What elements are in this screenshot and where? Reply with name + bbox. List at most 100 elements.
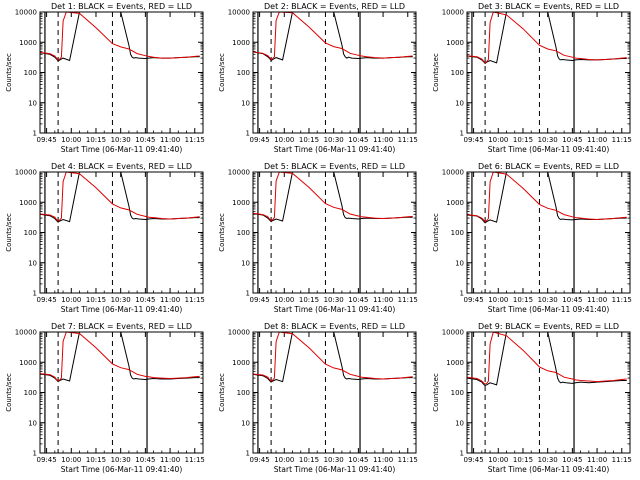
time-markers [44, 172, 148, 293]
x-axis-label: Start Time (06-Mar-11 09:41:40) [274, 465, 396, 474]
detector-panel-3: Det 3: BLACK = Events, RED = LLD Counts/s… [432, 2, 632, 154]
x-tick-label: 09:45 [463, 296, 483, 304]
x-tick-label: 10:45 [135, 296, 155, 304]
series-lld-line [467, 12, 627, 64]
x-axis-label: Start Time (06-Mar-11 09:41:40) [488, 305, 610, 314]
x-tick-label: 11:00 [587, 136, 607, 144]
x-tick-label: 09:45 [36, 136, 56, 144]
x-tick-label: 10:45 [348, 456, 368, 464]
x-tick-label: 10:45 [135, 456, 155, 464]
y-tick-label: 1000 [232, 199, 250, 207]
y-axis-label: Counts/sec [218, 373, 226, 412]
x-tick-label: 11:00 [160, 136, 180, 144]
plot-frame [39, 171, 204, 294]
time-markers [44, 12, 148, 133]
time-markers [471, 12, 575, 133]
y-axis-label: Counts/sec [432, 213, 440, 252]
series-lines [40, 332, 200, 383]
detector-panel-2: Det 2: BLACK = Events, RED = LLD Counts/s… [218, 2, 418, 154]
y-tick-label: 10 [455, 259, 464, 267]
y-tick-label: 10000 [442, 329, 464, 337]
panel-title: Det 3: BLACK = Events, RED = LLD [478, 2, 619, 11]
plot-frame [252, 11, 417, 134]
panel-title: Det 4: BLACK = Events, RED = LLD [51, 162, 192, 171]
series-lld-line [467, 172, 627, 223]
plot-frame [39, 11, 204, 134]
y-tick-label: 10000 [15, 169, 37, 177]
x-axis-label: Start Time (06-Mar-11 09:41:40) [61, 145, 183, 154]
y-tick-label: 1000 [19, 39, 37, 47]
series-events-line [40, 332, 200, 383]
x-tick-label: 10:00 [274, 296, 294, 304]
y-tick-label: 10 [241, 259, 250, 267]
x-tick-label: 10:45 [562, 456, 582, 464]
plot-frame [466, 331, 631, 454]
x-tick-label: 11:15 [185, 296, 205, 304]
y-axis-label: Counts/sec [5, 213, 13, 252]
x-tick-label: 11:00 [160, 456, 180, 464]
x-tick-label: 09:45 [36, 296, 56, 304]
y-tick-label: 10000 [442, 9, 464, 17]
y-tick-label: 100 [24, 229, 37, 237]
x-axis-label: Start Time (06-Mar-11 09:41:40) [61, 465, 183, 474]
x-tick-label: 10:00 [274, 456, 294, 464]
y-tick-label: 10 [28, 99, 37, 107]
y-tick-label: 100 [24, 389, 37, 397]
y-tick-label: 1 [460, 130, 464, 138]
x-tick-label: 10:45 [348, 136, 368, 144]
x-axis-label: Start Time (06-Mar-11 09:41:40) [61, 305, 183, 314]
time-markers [257, 332, 361, 453]
x-tick-label: 10:15 [513, 136, 533, 144]
detector-panel-6: Det 6: BLACK = Events, RED = LLD Counts/s… [432, 162, 632, 314]
x-tick-label: 09:45 [463, 456, 483, 464]
x-tick-label: 10:30 [538, 136, 558, 144]
x-tick-label: 10:45 [135, 136, 155, 144]
panel-title: Det 6: BLACK = Events, RED = LLD [478, 162, 619, 171]
panel-title: Det 2: BLACK = Events, RED = LLD [264, 2, 405, 11]
x-axis-label: Start Time (06-Mar-11 09:41:40) [274, 305, 396, 314]
panel-title: Det 5: BLACK = Events, RED = LLD [264, 162, 405, 171]
y-tick-label: 1 [246, 290, 250, 298]
y-tick-label: 1000 [232, 39, 250, 47]
x-tick-label: 11:00 [587, 296, 607, 304]
x-axis-label: Start Time (06-Mar-11 09:41:40) [488, 465, 610, 474]
y-tick-label: 1000 [19, 359, 37, 367]
y-axis-label: Counts/sec [218, 213, 226, 252]
panel-title: Det 7: BLACK = Events, RED = LLD [51, 322, 192, 331]
y-tick-label: 10 [455, 99, 464, 107]
detector-panel-4: Det 4: BLACK = Events, RED = LLD Counts/s… [5, 162, 205, 314]
series-lld-line [253, 12, 413, 61]
x-axis-label: Start Time (06-Mar-11 09:41:40) [274, 145, 396, 154]
plot-frame [466, 11, 631, 134]
y-tick-label: 1 [460, 290, 464, 298]
x-tick-label: 09:45 [463, 136, 483, 144]
x-tick-label: 10:45 [348, 296, 368, 304]
y-tick-label: 100 [451, 389, 464, 397]
plot-frame [39, 331, 204, 454]
y-tick-label: 10000 [442, 169, 464, 177]
panel-title: Det 8: BLACK = Events, RED = LLD [264, 322, 405, 331]
plot-frame [252, 331, 417, 454]
x-tick-label: 10:15 [299, 296, 319, 304]
panel-title: Det 9: BLACK = Events, RED = LLD [478, 322, 619, 331]
series-lines [40, 12, 200, 62]
x-tick-label: 10:15 [86, 136, 106, 144]
x-tick-label: 11:15 [185, 136, 205, 144]
x-tick-label: 10:30 [111, 456, 131, 464]
x-tick-label: 10:15 [513, 456, 533, 464]
y-axis-label: Counts/sec [5, 373, 13, 412]
series-lld-line [40, 12, 200, 61]
detector-panel-8: Det 8: BLACK = Events, RED = LLD Counts/s… [218, 322, 418, 474]
x-tick-label: 10:15 [513, 296, 533, 304]
series-lld-line [253, 172, 413, 222]
y-tick-label: 1 [246, 450, 250, 458]
series-lines [253, 172, 413, 223]
x-tick-label: 10:00 [61, 136, 81, 144]
x-tick-label: 10:30 [538, 296, 558, 304]
x-tick-label: 10:45 [562, 296, 582, 304]
y-tick-label: 10000 [15, 9, 37, 17]
y-tick-label: 1 [246, 130, 250, 138]
x-tick-label: 10:30 [324, 136, 344, 144]
time-markers [257, 12, 361, 133]
x-tick-label: 10:15 [299, 456, 319, 464]
